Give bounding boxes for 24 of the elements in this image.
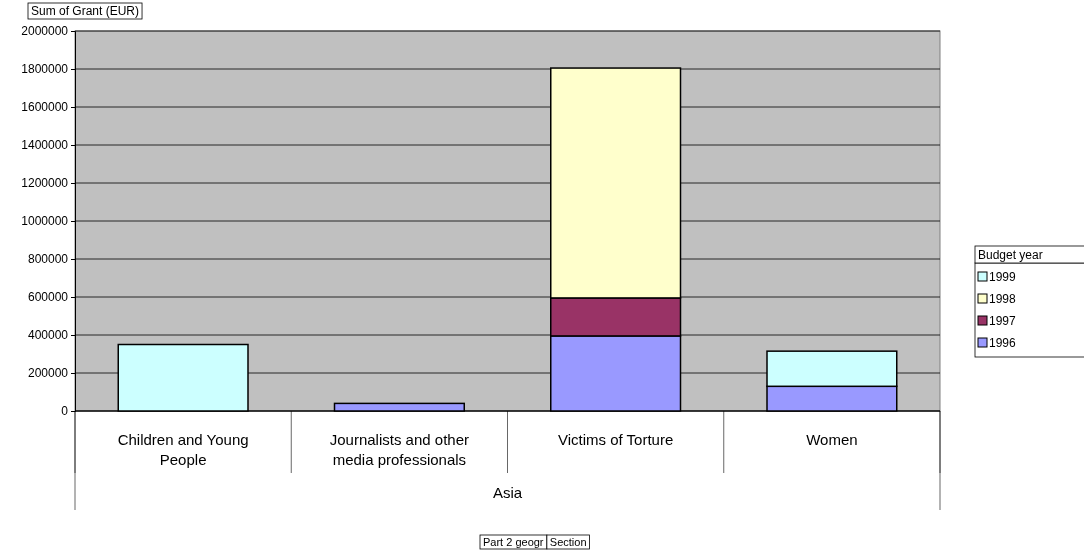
y-tick-label: 0 <box>61 404 69 419</box>
legend-label: 1999 <box>989 270 1017 284</box>
y-tick-label: 800000 <box>27 252 69 267</box>
y-axis-title: Sum of Grant (EUR) <box>31 4 140 18</box>
y-tick-label: 1400000 <box>21 138 69 153</box>
y-tick-label: 1600000 <box>21 100 69 115</box>
y-tick-label: 1800000 <box>21 62 69 77</box>
legend-label: 1996 <box>989 336 1017 350</box>
legend-label: 1998 <box>989 292 1017 306</box>
legend-label: 1997 <box>989 314 1017 328</box>
y-tick-label: 2000000 <box>21 24 69 39</box>
y-tick-label: 1000000 <box>21 214 69 229</box>
x-tick-label: Journalists and other media professionals <box>329 431 469 468</box>
y-tick-label: 1200000 <box>21 176 69 191</box>
text: Asia <box>492 484 523 501</box>
y-tick-label: 200000 <box>27 366 69 381</box>
y-tick-label: 400000 <box>27 328 69 343</box>
x-tick-label: Children and Young People <box>117 431 249 468</box>
y-tick-label: 600000 <box>27 290 69 305</box>
legend-title: Budget year <box>978 248 1043 262</box>
x-tick-label: Victims of Torture <box>557 431 674 448</box>
x-tick-label: Women <box>806 431 858 448</box>
text: Section <box>549 536 587 548</box>
text: Part 2 geogr <box>483 536 544 548</box>
